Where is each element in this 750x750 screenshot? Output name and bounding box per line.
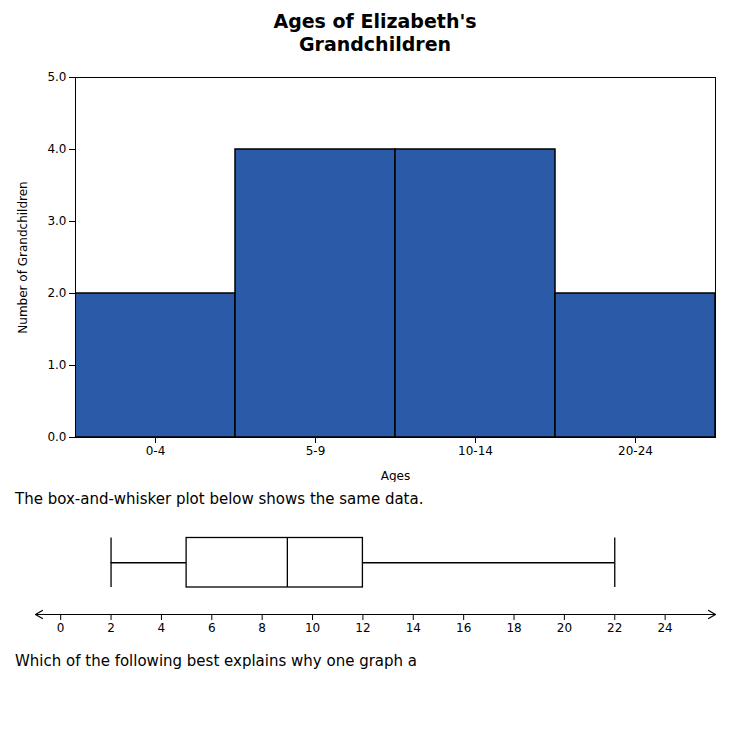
svg-text:3.0: 3.0 bbox=[47, 214, 66, 228]
svg-text:Number of Grandchildren: Number of Grandchildren bbox=[16, 181, 30, 333]
svg-text:0-4: 0-4 bbox=[146, 444, 166, 458]
svg-text:18: 18 bbox=[506, 621, 521, 635]
svg-text:5-9: 5-9 bbox=[306, 444, 326, 458]
svg-text:20-24: 20-24 bbox=[618, 444, 653, 458]
svg-text:4.0: 4.0 bbox=[47, 142, 66, 156]
svg-text:0.0: 0.0 bbox=[47, 430, 66, 444]
svg-text:12: 12 bbox=[355, 621, 370, 635]
svg-text:6: 6 bbox=[208, 621, 216, 635]
svg-text:5.0: 5.0 bbox=[47, 70, 66, 84]
html-text:Which of the following best ex: Which of the following best explains why… bbox=[15, 651, 417, 670]
svg-text:8: 8 bbox=[258, 621, 266, 635]
svg-text:4: 4 bbox=[158, 621, 166, 635]
svg-text:14: 14 bbox=[406, 621, 421, 635]
svg-text:2: 2 bbox=[107, 621, 115, 635]
svg-text:20: 20 bbox=[557, 621, 572, 635]
svg-text:1.0: 1.0 bbox=[47, 358, 66, 372]
html-text:The box-and-whisker plot below: The box-and-whisker plot below shows the… bbox=[15, 489, 424, 508]
svg-text:0: 0 bbox=[57, 621, 65, 635]
svg-text:2.0: 2.0 bbox=[47, 286, 66, 300]
svg-text:22: 22 bbox=[607, 621, 622, 635]
svg-text:Ages: Ages bbox=[381, 468, 410, 482]
svg-text:16: 16 bbox=[456, 621, 471, 635]
svg-text:10-14: 10-14 bbox=[458, 444, 493, 458]
svg-text:10: 10 bbox=[305, 621, 320, 635]
svg-text:24: 24 bbox=[657, 621, 672, 635]
html-text:Ages of Elizabeth's Grandchild: Ages of Elizabeth's Grandchildren bbox=[273, 10, 477, 55]
